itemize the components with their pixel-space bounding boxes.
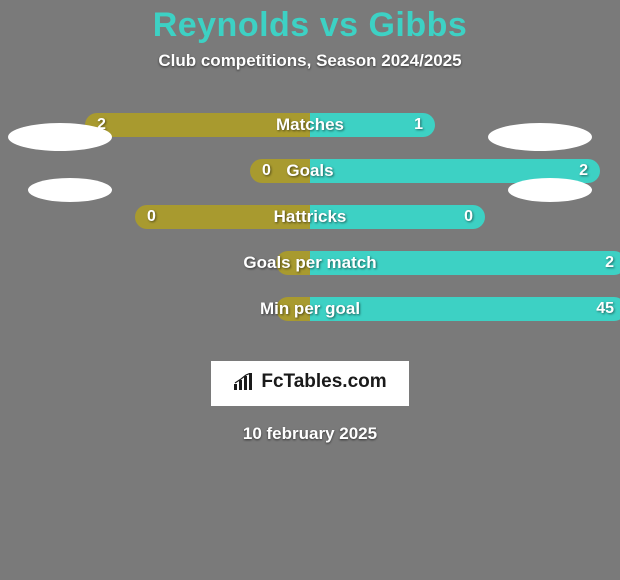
value-left <box>276 297 310 321</box>
decorative-ellipse <box>8 123 112 151</box>
comparison-infographic: Reynolds vs Gibbs Club competitions, Sea… <box>0 0 620 580</box>
value-left: 2 <box>85 113 310 137</box>
subtitle: Club competitions, Season 2024/2025 <box>0 51 620 71</box>
page-title: Reynolds vs Gibbs <box>0 0 620 45</box>
branding-box: FcTables.com <box>211 361 408 406</box>
value-right: 45 <box>310 297 620 321</box>
footer-date: 10 february 2025 <box>0 424 620 444</box>
stat-row: 21Matches <box>135 113 485 137</box>
decorative-ellipse <box>488 123 592 151</box>
title-player2: Gibbs <box>368 6 467 44</box>
value-right: 1 <box>310 113 435 137</box>
stat-row: 02Goals <box>135 159 485 183</box>
decorative-ellipse <box>508 178 592 202</box>
value-left: 0 <box>250 159 310 183</box>
title-vs: vs <box>320 6 359 44</box>
value-right: 0 <box>310 205 485 229</box>
decorative-ellipse <box>28 178 112 202</box>
title-player1: Reynolds <box>153 6 310 44</box>
stat-row: 2Goals per match <box>135 251 485 275</box>
stat-row: 00Hattricks <box>135 205 485 229</box>
value-left <box>276 251 310 275</box>
value-left: 0 <box>135 205 310 229</box>
branding-text: FcTables.com <box>261 371 386 393</box>
value-right: 2 <box>310 251 620 275</box>
bars-icon <box>233 373 255 391</box>
stat-row: 45Min per goal <box>135 297 485 321</box>
